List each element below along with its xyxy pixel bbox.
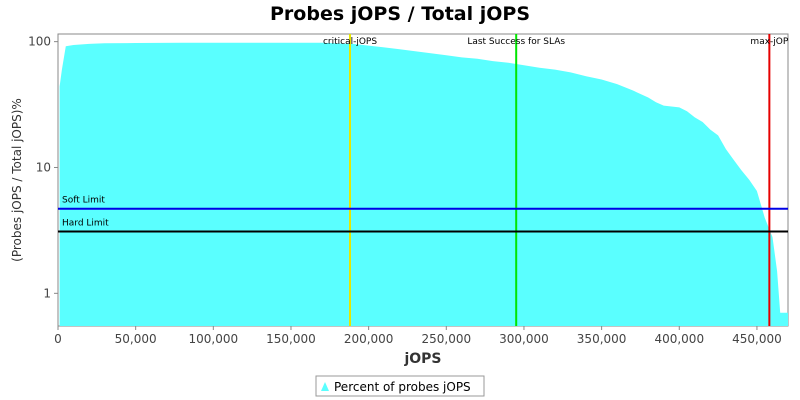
legend-entry: Percent of probes jOPS bbox=[334, 380, 471, 394]
legend: Percent of probes jOPS bbox=[315, 375, 485, 397]
x-axis: 0 50,000 100,000 150,000 200,000 250,000 300,0… bbox=[54, 326, 782, 346]
marker-label: critical-jOPS bbox=[323, 37, 377, 47]
limit-label: Hard Limit bbox=[62, 218, 109, 228]
y-axis: 1 10 100 bbox=[28, 35, 58, 300]
y-axis-label: (Probes jOPS / Total jOPS)% bbox=[10, 98, 24, 262]
marker-label: max-jOP bbox=[750, 37, 788, 47]
marker-label: Last Success for SLAs bbox=[467, 37, 565, 47]
legend-swatch-icon bbox=[321, 382, 329, 391]
y-tick-label: 100 bbox=[28, 35, 51, 49]
x-tick-label: 200,000 bbox=[344, 332, 394, 346]
x-tick-label: 350,000 bbox=[577, 332, 627, 346]
x-tick-label: 100,000 bbox=[189, 332, 239, 346]
x-axis-label: jOPS bbox=[403, 351, 441, 367]
x-tick-label: 150,000 bbox=[266, 332, 316, 346]
series-area bbox=[59, 42, 789, 326]
limit-label: Soft Limit bbox=[62, 196, 105, 206]
x-tick-label: 0 bbox=[54, 332, 62, 346]
area-layer bbox=[59, 42, 789, 326]
x-tick-label: 50,000 bbox=[115, 332, 157, 346]
x-tick-label: 250,000 bbox=[421, 332, 471, 346]
limit-layer: Soft Limit Hard Limit bbox=[58, 196, 788, 233]
x-tick-label: 300,000 bbox=[499, 332, 549, 346]
x-tick-label: 400,000 bbox=[654, 332, 704, 346]
x-tick-label: 450,000 bbox=[732, 332, 782, 346]
y-tick-label: 1 bbox=[43, 286, 51, 300]
y-tick-label: 10 bbox=[36, 160, 51, 174]
legend-box bbox=[315, 375, 485, 397]
chart-title: Probes jOPS / Total jOPS bbox=[270, 3, 530, 25]
marker-layer: critical-jOPS Last Success for SLAs max-jO… bbox=[323, 34, 789, 326]
